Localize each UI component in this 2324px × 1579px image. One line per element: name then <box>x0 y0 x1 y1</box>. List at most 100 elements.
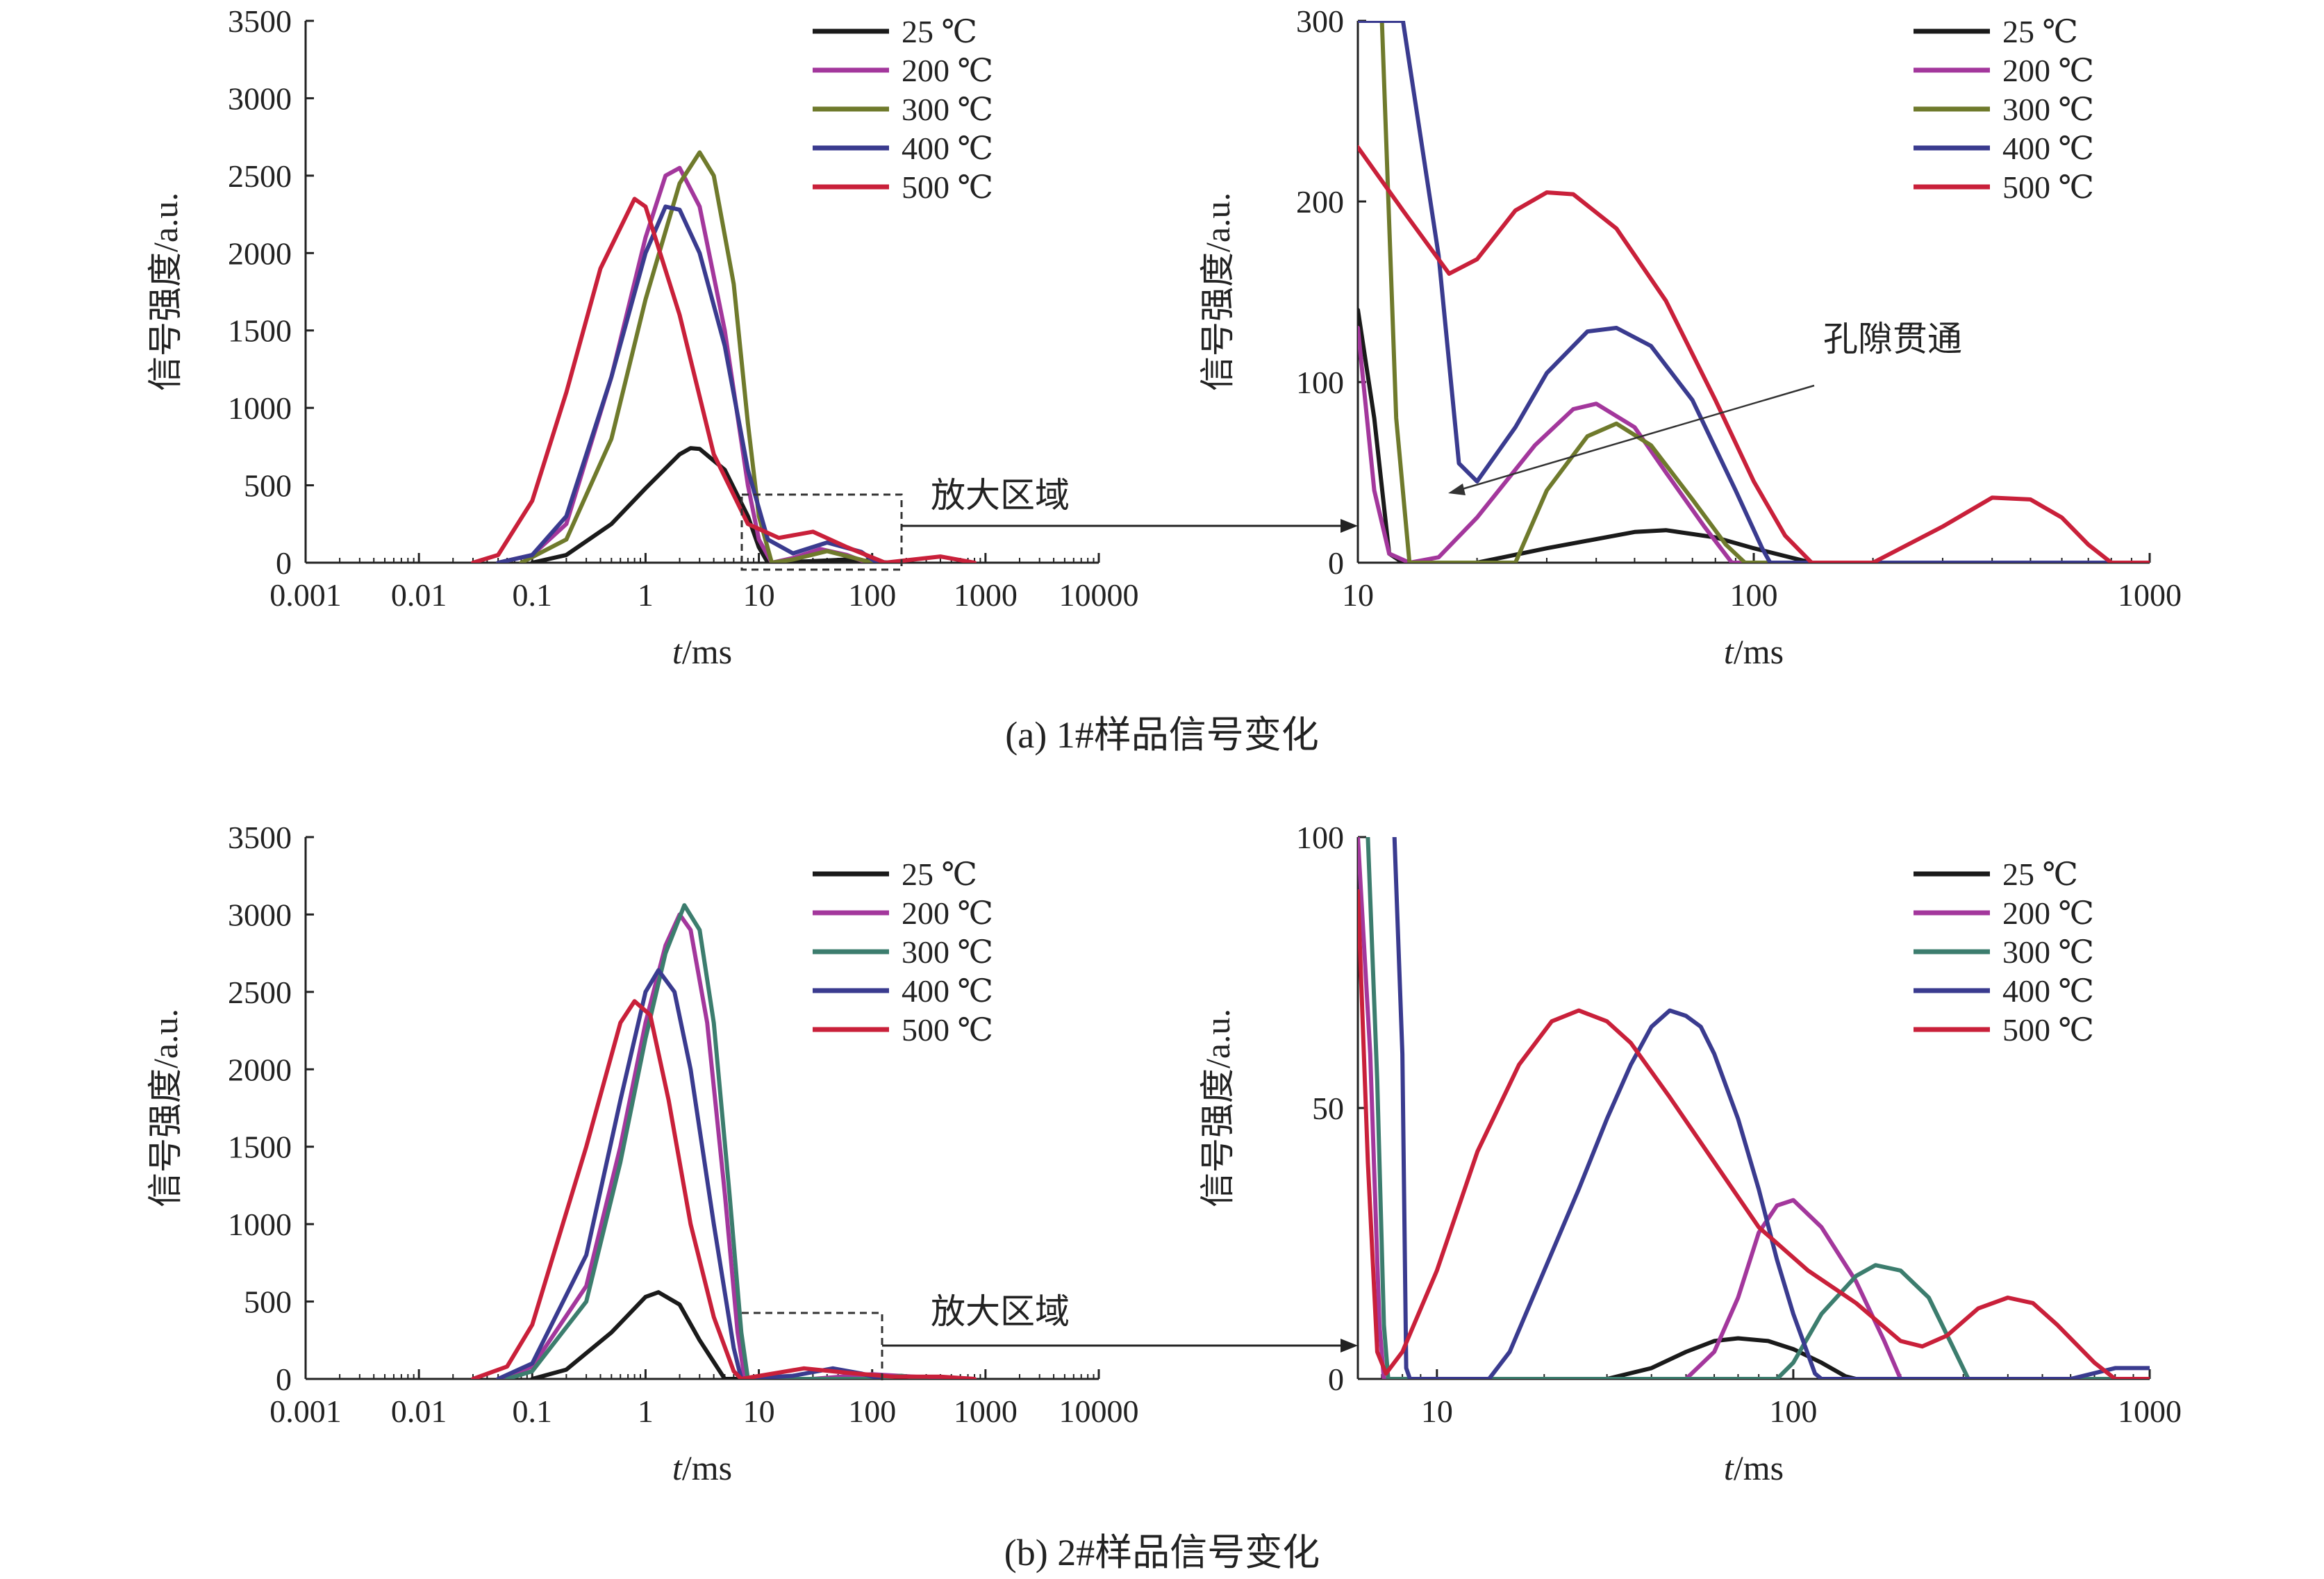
x-tick-label: 100 <box>1769 1394 1817 1429</box>
series-line-300 <box>1366 837 2150 1379</box>
legend-label: 200 ℃ <box>2002 895 2094 931</box>
x-tick-label: 100 <box>848 1394 896 1429</box>
x-tick-label: 0.1 <box>513 1394 553 1429</box>
legend-label: 25 ℃ <box>902 857 977 892</box>
y-tick-label: 100 <box>1296 820 1344 855</box>
x-axis-title: t/ms <box>1724 1448 1784 1487</box>
series-line-400 <box>496 204 879 563</box>
chart-a-zoom: 0 100 200 300 10 100 1000 t/ms 信号强度/a.u. 25 ℃ 200 … <box>1198 3 2182 671</box>
series-line-25 <box>1358 308 2150 563</box>
legend-label: 200 ℃ <box>902 53 993 88</box>
legend-label: 500 ℃ <box>902 170 993 205</box>
series-line-25 <box>530 446 891 563</box>
pore-arrow <box>1454 384 1815 493</box>
x-tick-label: 100 <box>1730 577 1778 613</box>
caption-a: (a) 1#样品信号变化 <box>1005 714 1318 756</box>
x-tick-label: 1 <box>638 577 654 613</box>
legend-label: 200 ℃ <box>2002 53 2094 88</box>
legend-label: 500 ℃ <box>2002 1012 2094 1048</box>
zoom-label-a: 放大区域 <box>931 476 1070 515</box>
x-tick-label: 10000 <box>1059 1394 1139 1429</box>
y-tick-label: 0 <box>276 545 292 581</box>
legend-label: 400 ℃ <box>2002 131 2094 166</box>
y-tick-label: 2000 <box>228 235 292 271</box>
x-tick-label: 10 <box>743 577 775 613</box>
y-tick-label: 3500 <box>228 820 292 855</box>
y-tick-label: 0 <box>1328 1362 1344 1397</box>
caption-b: (b) 2#样品信号变化 <box>1004 1532 1320 1573</box>
y-tick-label: 200 <box>1296 184 1344 220</box>
legend-label: 300 ℃ <box>2002 92 2094 127</box>
legend-label: 300 ℃ <box>2002 934 2094 970</box>
y-tick-label: 300 <box>1296 3 1344 39</box>
x-tick-label: 1000 <box>954 577 1018 613</box>
pore-arrowhead <box>1448 483 1466 495</box>
legend-label: 25 ℃ <box>2002 14 2078 49</box>
x-axis-title-unit: /ms <box>682 632 732 671</box>
series-line-25 <box>530 1290 761 1379</box>
x-tick-label: 1000 <box>2118 577 2182 613</box>
y-tick-label: 0 <box>1328 545 1344 581</box>
series-line-300 <box>519 150 874 563</box>
x-tick-label: 1000 <box>954 1394 1018 1429</box>
y-tick-label: 1500 <box>228 313 292 349</box>
y-tick-label: 3000 <box>228 897 292 932</box>
y-axis-title: 信号强度/a.u. <box>146 192 185 391</box>
legend-label: 400 ℃ <box>2002 973 2094 1009</box>
y-tick-label: 100 <box>1296 365 1344 400</box>
zoom-label-b: 放大区域 <box>931 1292 1070 1331</box>
series-line-500 <box>1358 145 2150 563</box>
legend-label: 300 ℃ <box>902 92 993 127</box>
x-axis-title-unit: /ms <box>682 1448 732 1487</box>
y-axis-title: 信号强度/a.u. <box>1198 1009 1237 1207</box>
zoom-indicator-a: 放大区域 <box>740 476 1358 571</box>
y-tick-label: 1500 <box>228 1130 292 1165</box>
legend-label: 500 ℃ <box>902 1012 993 1048</box>
chart-a-full: 0 500 1000 1500 2000 2500 3000 3500 0.001 0.01 0.1… <box>146 3 1139 671</box>
x-axis-title-variable: t <box>672 1448 683 1487</box>
y-tick-label: 1000 <box>228 390 292 426</box>
legend-label: 200 ℃ <box>902 895 993 931</box>
x-axis-title: t/ms <box>1724 632 1784 671</box>
y-tick-label: 3000 <box>228 81 292 116</box>
y-tick-label: 0 <box>276 1362 292 1397</box>
chart-b-full: 0 500 1000 1500 2000 2500 3000 3500 0.001 0.01 0.1… <box>146 820 1139 1487</box>
series-line-200 <box>496 165 870 563</box>
legend-label: 500 ℃ <box>2002 170 2094 205</box>
legend-label: 400 ℃ <box>902 973 993 1009</box>
x-tick-label: 1000 <box>2118 1394 2182 1429</box>
y-tick-label: 50 <box>1312 1091 1344 1126</box>
y-tick-label: 500 <box>244 468 292 504</box>
x-axis-title: t/ms <box>672 632 732 671</box>
legend-label: 400 ℃ <box>902 131 993 166</box>
x-tick-label: 10 <box>1421 1394 1453 1429</box>
series-line-300 <box>1358 21 2150 563</box>
series-line-25 <box>1604 1336 2150 1379</box>
x-tick-label: 0.01 <box>391 577 447 613</box>
series-line-500 <box>471 999 977 1379</box>
x-tick-label: 100 <box>848 577 896 613</box>
x-tick-label: 0.001 <box>269 1394 342 1429</box>
x-tick-label: 10000 <box>1059 577 1139 613</box>
x-axis-title-variable: t <box>1724 632 1734 671</box>
y-tick-label: 2500 <box>228 975 292 1010</box>
x-tick-label: 1 <box>638 1394 654 1429</box>
zoom-arrowhead-a <box>1341 519 1358 533</box>
y-tick-label: 2000 <box>228 1052 292 1087</box>
pore-annotation: 孔隙贯通 <box>1448 320 1962 495</box>
x-tick-label: 0.1 <box>513 577 553 613</box>
y-tick-label: 2500 <box>228 158 292 194</box>
y-tick-label: 500 <box>244 1284 292 1320</box>
x-axis-title-unit: /ms <box>1734 632 1784 671</box>
x-tick-label: 10 <box>743 1394 775 1429</box>
series-line-400 <box>1392 837 2150 1379</box>
zoom-arrowhead-b <box>1341 1339 1358 1353</box>
x-axis-title-variable: t <box>672 632 683 671</box>
x-axis-title-variable: t <box>1724 1448 1734 1487</box>
x-tick-label: 0.01 <box>391 1394 447 1429</box>
x-tick-label: 10 <box>1342 577 1374 613</box>
series-line-500 <box>471 197 977 563</box>
y-axis-title: 信号强度/a.u. <box>1198 192 1237 391</box>
